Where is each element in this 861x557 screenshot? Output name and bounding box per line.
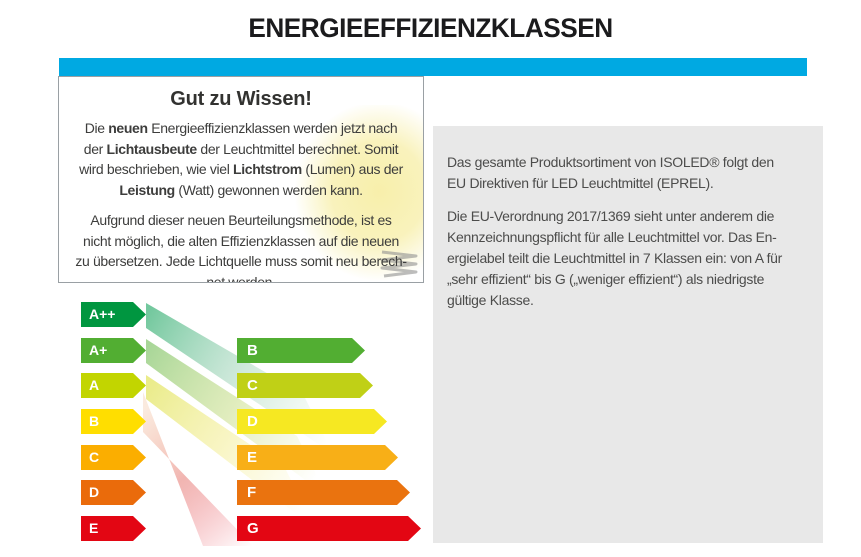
- energy-arrow-old-b: B: [81, 409, 146, 434]
- energy-arrow-new-c: C: [237, 373, 373, 398]
- energy-arrow-label: C: [89, 449, 100, 465]
- energy-arrow-label: C: [247, 377, 258, 394]
- page-title: ENERGIEEFFIZIENZKLASSEN: [248, 13, 613, 43]
- energy-arrow-old-c: C: [81, 445, 146, 470]
- energy-arrow-label: B: [89, 413, 100, 429]
- energy-arrow-old-e: E: [81, 516, 146, 541]
- energy-arrow-new-f: F: [237, 480, 410, 505]
- energy-arrow-label: E: [89, 520, 99, 536]
- energy-arrow-label: D: [247, 413, 258, 430]
- energy-arrow-old-a-plus-plus: A++: [81, 302, 146, 327]
- energy-arrow-new-b: B: [237, 338, 365, 363]
- energy-arrow-new-d: D: [237, 409, 387, 434]
- good-to-know-box: Gut zu Wissen! Die neuen Energieeffizien…: [58, 76, 424, 283]
- eprel-info-panel: Das gesamte Produktsortiment von ISOLED®…: [433, 126, 823, 543]
- energy-arrow-label: A: [89, 377, 100, 393]
- good-to-know-paragraph-1: Die neuen Energieeffizienzklassen werden…: [79, 120, 403, 198]
- energy-arrow-old-d: D: [81, 480, 146, 505]
- accent-bar: [59, 58, 807, 76]
- energy-arrow-label: D: [89, 484, 100, 500]
- filament-coil-icon: [380, 250, 418, 278]
- energy-class-diagram: A++ A+ A B C D E B C D E F G: [57, 296, 429, 546]
- energy-arrow-label: E: [247, 449, 258, 466]
- energy-arrow-new-g: G: [237, 516, 421, 541]
- energy-arrow-label: A++: [89, 306, 116, 322]
- eprel-paragraph-1: Das gesamte Produktsortiment von ISOLED®…: [447, 154, 774, 191]
- energy-arrow-label: A+: [89, 342, 108, 358]
- energy-arrow-old-a-plus: A+: [81, 338, 146, 363]
- energy-arrow-label: B: [247, 342, 258, 359]
- good-to-know-heading: Gut zu Wissen!: [170, 88, 312, 110]
- energy-arrow-new-e: E: [237, 445, 398, 470]
- good-to-know-paragraph-2: Aufgrund dieser neuen Beurteilungsmethod…: [75, 212, 407, 283]
- eprel-paragraph-2: Die EU-Verordnung 2017/1369 sieht unter …: [447, 208, 783, 308]
- energy-arrow-label: G: [247, 520, 259, 537]
- energy-arrow-old-a: A: [81, 373, 146, 398]
- energy-arrow-label: F: [247, 484, 257, 501]
